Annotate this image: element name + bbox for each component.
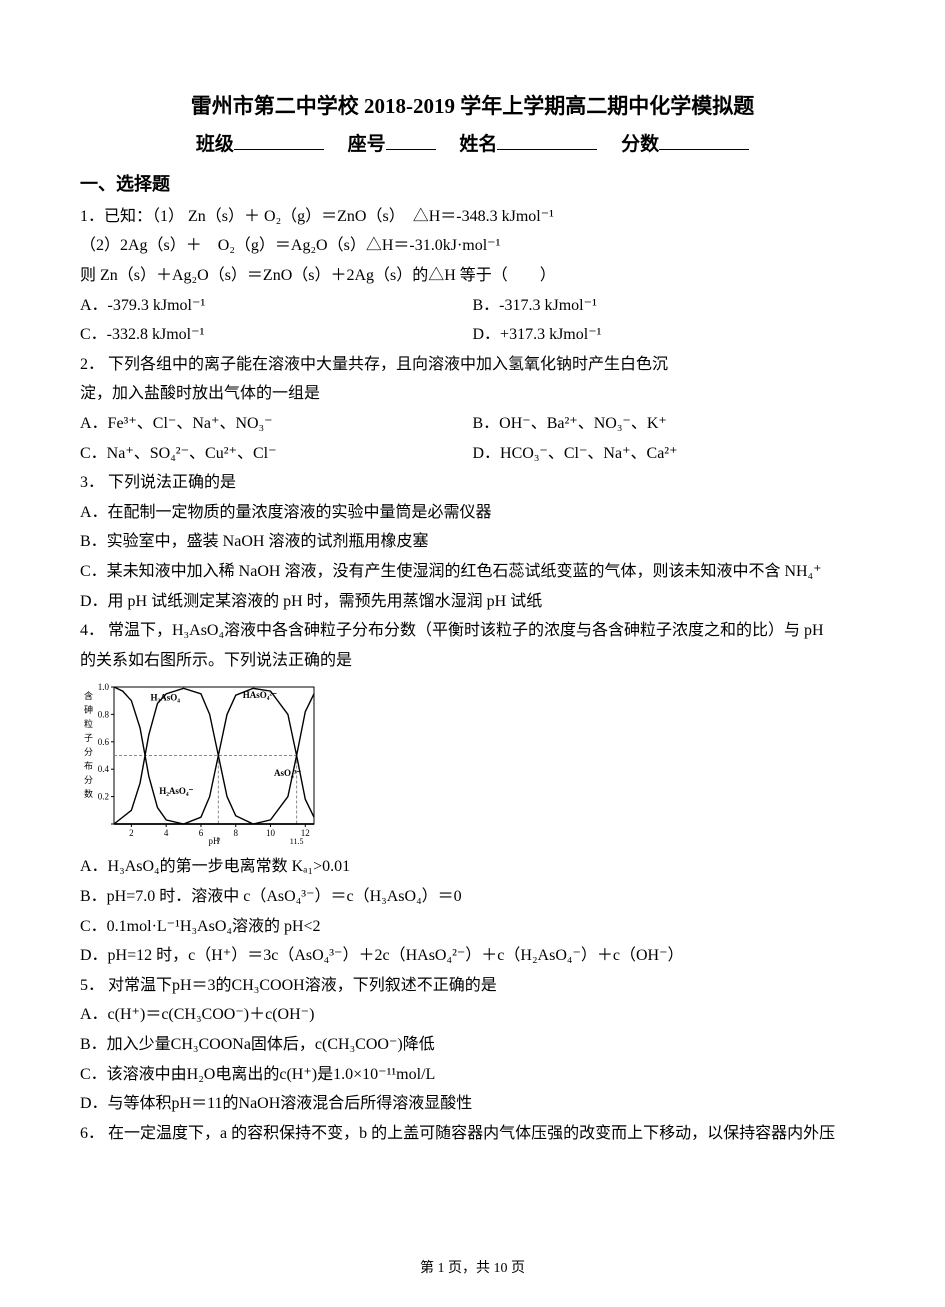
seat-label: 座号 (348, 134, 386, 155)
q3-optC: C．某未知液中加入稀 NaOH 溶液，没有产生使湿润的红色石蕊试纸变蓝的气体，则… (80, 557, 865, 587)
q5-optC: C．该溶液中由H₂O电离出的c(H⁺)是1.0×10⁻¹¹mol/L (80, 1060, 865, 1090)
name-label: 姓名 (459, 134, 497, 155)
svg-text:HAsO₄²⁻: HAsO₄²⁻ (243, 690, 277, 700)
q1-line2: （2）2Ag（s）＋ O₂（g）＝Ag₂O（s）△H＝-31.0kJ·mol⁻¹ (80, 231, 865, 261)
q2-optA: A．Fe³⁺、Cl⁻、Na⁺、NO₃⁻ (80, 409, 473, 439)
q2-optC: C．Na⁺、SO₄²⁻、Cu²⁺、Cl⁻ (80, 439, 473, 469)
q2-optD: D．HCO₃⁻、Cl⁻、Na⁺、Ca²⁺ (473, 439, 866, 469)
q5-stem: 5． 对常温下pH＝3的CH₃COOH溶液，下列叙述不正确的是 (80, 971, 865, 1001)
svg-text:子: 子 (84, 733, 93, 743)
q2-stem2: 淀，加入盐酸时放出气体的一组是 (80, 379, 865, 409)
svg-text:布: 布 (84, 760, 93, 771)
class-label: 班级 (196, 134, 234, 155)
svg-text:AsO₄³⁻: AsO₄³⁻ (274, 768, 301, 778)
q4-chart: 含砷粒子分布分数0.20.40.60.81.024681012pH711.5H₃… (80, 681, 320, 846)
q1-optA: A．-379.3 kJmol⁻¹ (80, 291, 473, 321)
section-1-header: 一、选择题 (80, 170, 865, 196)
q3-optB: B．实验室中，盛装 NaOH 溶液的试剂瓶用橡皮塞 (80, 527, 865, 557)
svg-text:7: 7 (216, 837, 220, 846)
class-blank[interactable] (234, 128, 324, 150)
svg-text:6: 6 (199, 828, 204, 838)
svg-text:0.8: 0.8 (98, 710, 110, 720)
score-label: 分数 (621, 134, 659, 155)
q3-stem: 3． 下列说法正确的是 (80, 468, 865, 498)
q1-optD: D．+317.3 kJmol⁻¹ (473, 320, 866, 350)
svg-text:0.4: 0.4 (98, 765, 110, 775)
q4-stem1: 4． 常温下，H₃AsO₄溶液中各含砷粒子分布分数（平衡时该粒子的浓度与各含砷粒… (80, 616, 865, 646)
q4-optA: A．H₃AsO₄的第一步电离常数 Kₐ₁>0.01 (80, 852, 865, 882)
page-title: 雷州市第二中学校 2018-2019 学年上学期高二期中化学模拟题 (80, 90, 865, 120)
q1-optB: B．-317.3 kJmol⁻¹ (473, 291, 866, 321)
q5-optB: B．加入少量CH₃COONa固体后，c(CH₃COO⁻)降低 (80, 1030, 865, 1060)
q1-line1: 1．已知：（1） Zn（s）＋ O₂（g）＝ZnO（s） △H＝-348.3 k… (80, 202, 865, 232)
name-blank[interactable] (497, 128, 597, 150)
q3-optA: A．在配制一定物质的量浓度溶液的实验中量筒是必需仪器 (80, 498, 865, 528)
q1-optC: C．-332.8 kJmol⁻¹ (80, 320, 473, 350)
q4-optC: C．0.1mol·L⁻¹H₃AsO₄溶液的 pH<2 (80, 912, 865, 942)
svg-text:8: 8 (233, 828, 238, 838)
q2-stem1: 2． 下列各组中的离子能在溶液中大量共存，且向溶液中加入氢氧化钠时产生白色沉 (80, 350, 865, 380)
q4-stem2: 的关系如右图所示。下列说法正确的是 (80, 646, 865, 676)
q3-optD: D．用 pH 试纸测定某溶液的 pH 时，需预先用蒸馏水湿润 pH 试纸 (80, 587, 865, 617)
score-blank[interactable] (659, 128, 749, 150)
q5-optD: D．与等体积pH＝11的NaOH溶液混合后所得溶液显酸性 (80, 1089, 865, 1119)
svg-text:含: 含 (84, 690, 93, 701)
svg-text:1.0: 1.0 (98, 682, 110, 692)
q6-stem: 6． 在一定温度下，a 的容积保持不变，b 的上盖可随容器内气体压强的改变而上下… (80, 1119, 865, 1149)
svg-text:0.6: 0.6 (98, 737, 110, 747)
q5-optA: A．c(H⁺)＝c(CH₃COO⁻)＋c(OH⁻) (80, 1000, 865, 1030)
svg-text:H₃AsO₄: H₃AsO₄ (151, 693, 181, 703)
svg-text:4: 4 (164, 828, 169, 838)
q4-optD: D．pH=12 时，c（H⁺）＝3c（AsO₄³⁻）＋2c（HAsO₄²⁻）＋c… (80, 941, 865, 971)
svg-text:H₂AsO₄⁻: H₂AsO₄⁻ (159, 786, 193, 796)
svg-text:分: 分 (84, 747, 93, 757)
svg-text:砷: 砷 (84, 705, 93, 715)
page-footer: 第 1 页，共 10 页 (0, 1257, 945, 1277)
svg-text:分: 分 (84, 775, 93, 785)
seat-blank[interactable] (386, 128, 436, 150)
svg-text:2: 2 (129, 828, 134, 838)
svg-text:10: 10 (266, 828, 276, 838)
svg-text:数: 数 (84, 788, 93, 799)
svg-text:11.5: 11.5 (290, 837, 304, 846)
svg-text:粒: 粒 (84, 718, 93, 729)
q2-optB: B．OH⁻、Ba²⁺、NO₃⁻、K⁺ (473, 409, 866, 439)
q1-line3: 则 Zn（s）＋Ag₂O（s）＝ZnO（s）＋2Ag（s）的△H 等于（ ） (80, 261, 865, 291)
q4-optB: B．pH=7.0 时．溶液中 c（AsO₄³⁻）＝c（H₃AsO₄）＝0 (80, 882, 865, 912)
fill-in-line: 班级 座号 姓名 分数 (80, 128, 865, 156)
svg-text:0.2: 0.2 (98, 792, 109, 802)
